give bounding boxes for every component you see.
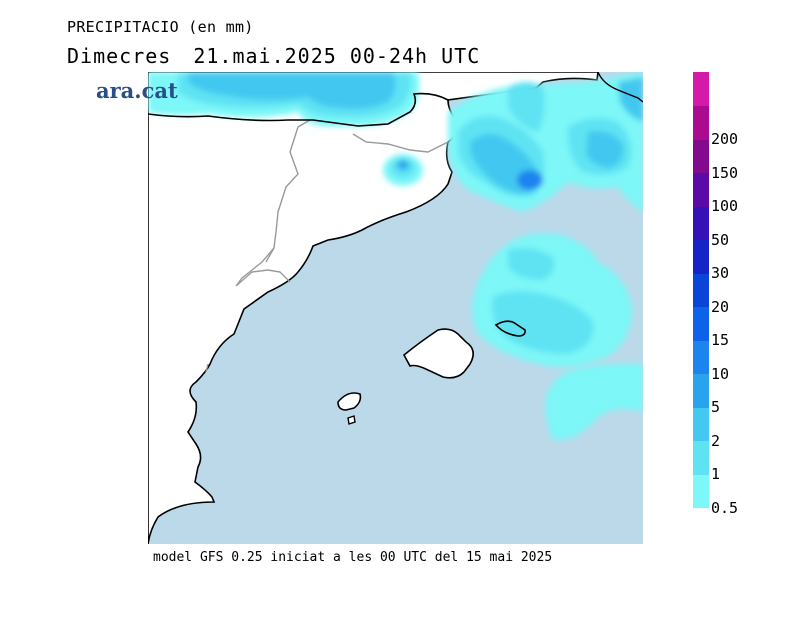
legend-swatch [693,172,709,207]
legend-label: 100 [711,197,739,216]
legend-swatch [693,474,709,509]
precip-inland-cell [383,154,423,186]
legend-label: 200 [711,130,739,149]
administrative-borders [205,119,449,373]
legend-swatch [693,373,709,408]
map-date: Dimecres 21.mai.2025 00-24h UTC [67,44,480,68]
island-formentera [347,415,356,425]
island-menorca [494,320,526,337]
legend-swatch [693,139,709,174]
legend-swatch [693,407,709,442]
legend-label: 2 [711,431,721,450]
legend-label: 30 [711,264,730,283]
legend-label: 20 [711,297,730,316]
island-ibiza [337,392,362,411]
brand-logo: ara.cat [96,78,178,103]
precip-balearic [472,233,643,441]
legend-swatch [693,440,709,475]
legend-label: 5 [711,398,721,417]
legend-swatch [693,72,709,107]
legend-swatch [693,206,709,241]
legend-swatch [693,273,709,308]
legend-label: 150 [711,163,739,182]
legend-swatch [693,239,709,274]
top-right-coast [597,72,643,103]
color-legend: 0.5 1 2 5 10 15 20 30 50 100 150 200 [693,72,738,517]
map-title: PRECIPITACIO (en mm) [67,18,254,36]
precip-gulf-of-lion [448,72,643,212]
legend-swatch [693,306,709,341]
model-footer: model GFS 0.25 iniciat a les 00 UTC del … [153,550,553,565]
legend-label: 10 [711,364,730,383]
pyrenees-coastline [148,92,449,127]
legend-label: 0.5 [711,499,739,517]
legend-label: 1 [711,465,721,484]
legend-swatch [693,340,709,375]
period-label: 21.mai.2025 00-24h UTC [193,44,481,68]
precip-pyrenees [148,72,420,127]
day-label: Dimecres [67,44,172,68]
legend-label: 50 [711,230,730,249]
island-mallorca [402,328,474,379]
precipitation-map [148,72,643,544]
legend-label: 15 [711,331,730,350]
legend-swatch [693,105,709,140]
